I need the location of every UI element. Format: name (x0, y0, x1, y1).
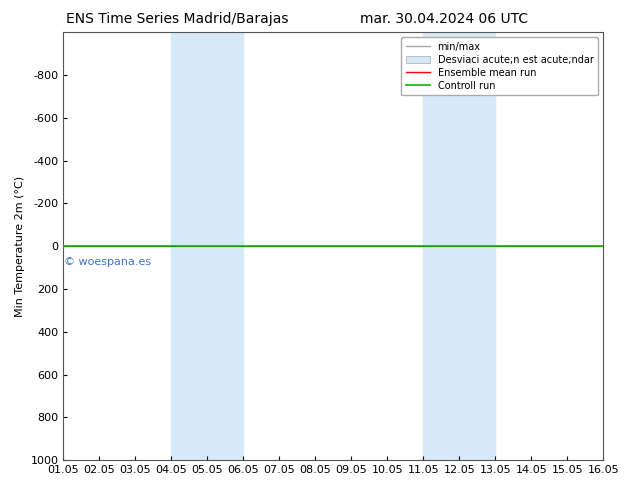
Legend: min/max, Desviaci acute;n est acute;ndar, Ensemble mean run, Controll run: min/max, Desviaci acute;n est acute;ndar… (401, 37, 598, 96)
Text: mar. 30.04.2024 06 UTC: mar. 30.04.2024 06 UTC (359, 12, 528, 26)
Bar (171, 32, 243, 460)
Text: ENS Time Series Madrid/Barajas: ENS Time Series Madrid/Barajas (67, 12, 288, 26)
Text: © woespana.es: © woespana.es (64, 257, 151, 267)
Bar (424, 32, 495, 460)
Y-axis label: Min Temperature 2m (°C): Min Temperature 2m (°C) (15, 175, 25, 317)
